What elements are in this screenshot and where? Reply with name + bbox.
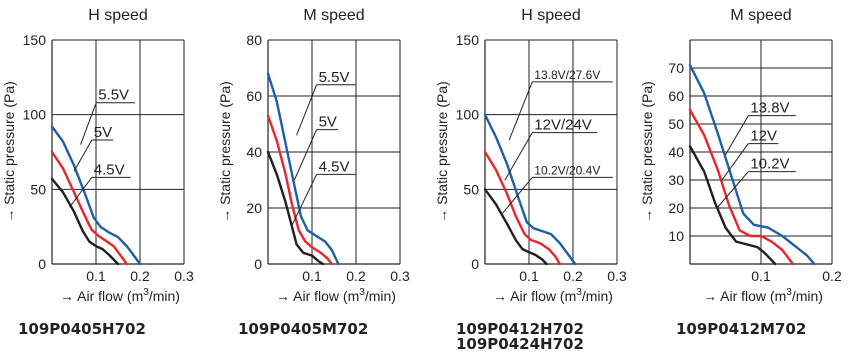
x-axis-label: → Air flow (m3/min)	[703, 287, 823, 304]
annotation-leader	[291, 174, 318, 226]
annotation-label: 12V/24V	[534, 117, 592, 134]
annotation-label: 5V	[94, 124, 112, 141]
series-line-3	[50, 177, 120, 266]
y-axis-label: → Static pressure (Pa)	[217, 81, 233, 223]
model-number-3a: 109P0412H702	[456, 320, 584, 338]
y-tick-label: 10	[668, 228, 684, 244]
chart-3: H speed 0 50 100 150 0.1 0.2 0.3 → Static pressu…	[434, 7, 627, 304]
series-line-2	[688, 108, 795, 266]
annotation-leader	[80, 102, 97, 145]
annotation-leader	[69, 177, 93, 208]
y-tick-label: 150	[23, 32, 47, 48]
x-tick-label: 0.1	[751, 268, 771, 284]
annotation-label: 4.5V	[319, 158, 350, 175]
x-axis-label: → Air flow (m3/min)	[60, 287, 180, 304]
y-tick-label: 50	[463, 181, 479, 197]
chart-title: H speed	[88, 7, 148, 24]
y-tick-label: 150	[456, 32, 480, 48]
series-line-1	[483, 113, 577, 266]
x-tick-label: 0.1	[519, 268, 539, 284]
y-tick-label: 100	[456, 107, 480, 123]
chart-title: M speed	[730, 7, 791, 24]
annotation-leader	[504, 132, 533, 181]
y-tick-label: 0	[254, 256, 262, 272]
series-line-1	[50, 125, 142, 266]
y-tick-label: 40	[668, 144, 684, 160]
y-tick-label: 50	[30, 181, 46, 197]
x-tick-label: 0.2	[130, 268, 150, 284]
y-tick-label: 50	[668, 116, 684, 132]
model-number-2: 109P0405M702	[238, 320, 369, 338]
x-tick-label: 0.3	[174, 268, 194, 284]
y-tick-label: 60	[246, 88, 262, 104]
model-number-3b: 109P0424H702	[456, 335, 584, 353]
annotation-label: 5V	[319, 114, 337, 131]
x-axis-label: → Air flow (m3/min)	[493, 287, 613, 304]
annotation-leader	[293, 129, 318, 181]
chart-title: M speed	[303, 7, 364, 24]
y-tick-label: 0	[38, 256, 46, 272]
series-line-2	[266, 114, 333, 266]
model-number-1: 109P0405H702	[18, 320, 146, 338]
y-tick-label: 20	[668, 200, 684, 216]
y-tick-label: 100	[23, 107, 47, 123]
annotation-leader	[508, 81, 533, 141]
annotation-label: 5.5V	[319, 69, 350, 86]
x-tick-label: 0.2	[346, 268, 366, 284]
series-line-3	[483, 188, 548, 266]
y-tick-label: 70	[668, 60, 684, 76]
annotation-label: 13.8V/27.6V	[534, 68, 600, 82]
y-tick-label: 60	[668, 88, 684, 104]
x-tick-label: 0.3	[390, 268, 410, 284]
y-tick-label: 40	[246, 144, 262, 160]
series-line-3	[688, 145, 777, 266]
x-tick-label: 0.1	[86, 268, 106, 284]
model-number-4: 109P0412M702	[676, 320, 807, 338]
x-tick-label: 0.2	[563, 268, 583, 284]
annotation-label: 4.5V	[94, 161, 125, 178]
x-tick-label: 0.1	[302, 268, 322, 284]
annotation-label: 5.5V	[98, 87, 129, 104]
annotation-leader	[73, 139, 93, 172]
annotation-leader	[716, 171, 749, 209]
x-tick-label: 0.2	[822, 268, 842, 284]
chart-2: M speed 0 20 40 60 80 0.1 0.2 0.3 → Static pressu…	[217, 7, 410, 304]
y-tick-label: 80	[246, 32, 262, 48]
x-axis-label: → Air flow (m3/min)	[276, 287, 396, 304]
y-axis-label: → Static pressure (Pa)	[1, 81, 17, 223]
annotation-label: 10.2V/20.4V	[534, 163, 600, 177]
y-axis-label: → Static pressure (Pa)	[434, 81, 450, 223]
chart-title: H speed	[521, 7, 581, 24]
series-line-2	[483, 150, 561, 266]
annotation-label: 13.8V	[750, 100, 789, 117]
annotation-leader	[721, 143, 749, 181]
chart-1: H speed 0 50 100 150 0.1 0.2 0.3 → Static pressu…	[1, 7, 194, 304]
y-tick-label: 30	[668, 172, 684, 188]
y-tick-label: 20	[246, 200, 262, 216]
series-line-2	[50, 150, 128, 266]
series-line-1	[688, 64, 816, 266]
y-axis-label: → Static pressure (Pa)	[639, 81, 655, 223]
annotation-leader	[296, 84, 318, 136]
x-tick-label: 0.3	[607, 268, 627, 284]
annotation-leader	[725, 115, 749, 156]
y-tick-label: 0	[471, 256, 479, 272]
series-line-3	[266, 150, 325, 266]
chart-4: M speed 10 20 30 40 50 60 70 0.1 0.2 → Static pres…	[639, 7, 842, 304]
series-line-1	[266, 72, 340, 266]
annotation-leader	[502, 177, 533, 214]
annotation-label: 10.2V	[750, 156, 789, 173]
annotation-label: 12V	[750, 128, 777, 145]
